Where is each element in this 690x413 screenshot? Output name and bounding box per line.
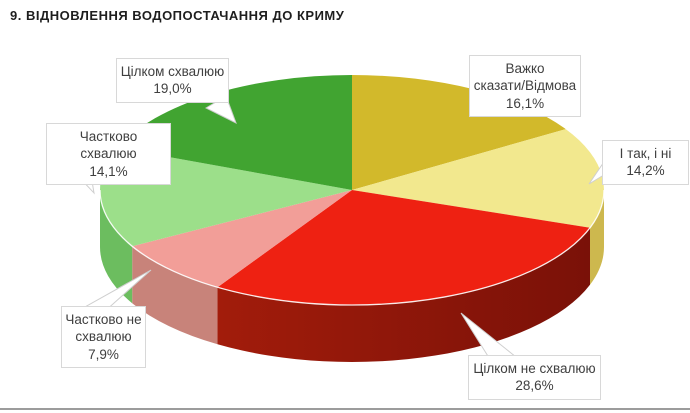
callout-text-line: Цілком схвалюю xyxy=(120,64,225,79)
callout-text-line: Частково схвалюю xyxy=(79,129,138,162)
pie-side-4 xyxy=(100,190,133,304)
pie-slice-3 xyxy=(132,190,352,288)
callout-text-line: І так, і ні xyxy=(619,146,672,161)
callout-text-line: 16,1% xyxy=(505,95,545,111)
callout-text-line: сказати/Відмова xyxy=(473,78,577,94)
callout-text-line: Важко xyxy=(505,61,545,76)
pie-side-2 xyxy=(217,227,590,363)
callout-text-line: 28,6% xyxy=(515,378,554,394)
callout-text-line: 14,2% xyxy=(626,163,665,179)
pie-slice-1 xyxy=(352,129,604,228)
pie-slices xyxy=(99,75,605,363)
pie-side-3 xyxy=(132,246,218,345)
callout-disapprove-full: Цілком не схвалюю 28,6% xyxy=(468,355,601,400)
callout-text-line: 7,9% xyxy=(88,346,119,362)
bottom-divider xyxy=(0,408,690,410)
callout-approve-full: Цілком схвалюю 19,0% xyxy=(116,58,229,103)
callout-text-line: Цілком не схвалюю xyxy=(473,361,596,376)
callout-hard-to-say: Важко сказати/Відмова 16,1% xyxy=(469,55,581,117)
callout-disapprove-partial: Частково не схвалюю 7,9% xyxy=(61,306,146,368)
callout-both-yes-no: І так, і ні 14,2% xyxy=(602,140,689,185)
callout-text-line: Частково не xyxy=(65,312,142,327)
callout-text-line: 14,1% xyxy=(89,163,128,179)
callout-text-line: схвалюю xyxy=(75,329,132,345)
pie-rim-highlight xyxy=(99,189,605,306)
callout-text-line: 19,0% xyxy=(153,81,192,97)
pie-slice-2 xyxy=(217,190,590,305)
callout-approve-partial: Частково схвалюю 14,1% xyxy=(46,123,171,185)
pie-side-1 xyxy=(589,190,604,285)
pie-slice-5 xyxy=(117,75,352,190)
chart-title: 9. ВІДНОВЛЕННЯ ВОДОПОСТАЧАННЯ ДО КРИМУ xyxy=(10,8,345,23)
